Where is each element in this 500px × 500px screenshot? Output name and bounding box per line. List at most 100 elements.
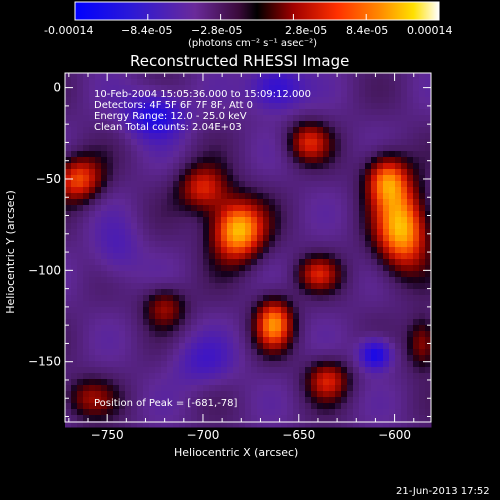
heatmap-cell: [263, 163, 270, 170]
heatmap-cell: [353, 325, 360, 332]
heatmap-cell: [305, 223, 312, 230]
heatmap-cell: [233, 151, 240, 158]
heatmap-cell: [341, 259, 348, 266]
heatmap-cell: [263, 139, 270, 146]
heatmap-cell: [137, 187, 144, 194]
heatmap-cell: [263, 235, 270, 242]
heatmap-cell: [131, 217, 138, 224]
heatmap-cell: [71, 157, 78, 164]
heatmap-cell: [185, 259, 192, 266]
heatmap-cell: [413, 145, 420, 152]
heatmap-cell: [353, 271, 360, 278]
heatmap-cell: [107, 319, 114, 326]
heatmap-cell: [371, 409, 378, 416]
heatmap-cell: [77, 223, 84, 230]
heatmap-cell: [395, 115, 402, 122]
heatmap-cell: [71, 373, 78, 380]
heatmap-cell: [389, 337, 396, 344]
heatmap-cell: [389, 265, 396, 272]
heatmap-cell: [335, 349, 342, 356]
heatmap-cell: [377, 391, 384, 398]
heatmap-cell: [101, 355, 108, 362]
heatmap-cell: [191, 373, 198, 380]
heatmap-cell: [149, 283, 156, 290]
heatmap-cell: [239, 415, 246, 422]
heatmap-cell: [209, 169, 216, 176]
heatmap-cell: [203, 205, 210, 212]
heatmap-cell: [251, 211, 258, 218]
heatmap-cell: [383, 325, 390, 332]
heatmap-cell: [371, 241, 378, 248]
heatmap-cell: [365, 79, 372, 86]
heatmap-cell: [89, 343, 96, 350]
heatmap-cell: [251, 133, 258, 140]
heatmap-cell: [377, 163, 384, 170]
heatmap-cell: [71, 211, 78, 218]
heatmap-cell: [161, 145, 168, 152]
heatmap-cell: [419, 367, 426, 374]
heatmap-cell: [389, 211, 396, 218]
heatmap-cell: [299, 211, 306, 218]
heatmap-cell: [335, 385, 342, 392]
heatmap-cell: [419, 145, 426, 152]
heatmap-cell: [137, 163, 144, 170]
heatmap-cell: [401, 193, 408, 200]
heatmap-cell: [137, 343, 144, 350]
heatmap-cell: [143, 253, 150, 260]
heatmap-cell: [407, 169, 414, 176]
heatmap-cell: [371, 211, 378, 218]
heatmap-cell: [263, 205, 270, 212]
heatmap-cell: [257, 193, 264, 200]
heatmap-cell: [269, 241, 276, 248]
heatmap-cell: [377, 349, 384, 356]
heatmap-cell: [353, 175, 360, 182]
heatmap-cell: [71, 91, 78, 98]
heatmap-cell: [323, 271, 330, 278]
heatmap-cell: [197, 247, 204, 254]
heatmap-cell: [401, 103, 408, 110]
heatmap-cell: [221, 331, 228, 338]
heatmap-cell: [233, 355, 240, 362]
heatmap-cell: [149, 193, 156, 200]
heatmap-cell: [269, 175, 276, 182]
heatmap-cell: [377, 181, 384, 188]
heatmap-cell: [347, 379, 354, 386]
heatmap-cell: [221, 313, 228, 320]
heatmap-cell: [83, 277, 90, 284]
heatmap-cell: [167, 385, 174, 392]
heatmap-cell: [269, 415, 276, 422]
heatmap-cell: [311, 343, 318, 350]
heatmap-cell: [407, 349, 414, 356]
heatmap-cell: [377, 361, 384, 368]
heatmap-cell: [263, 415, 270, 422]
heatmap-cell: [275, 277, 282, 284]
heatmap-cell: [353, 217, 360, 224]
heatmap-cell: [179, 295, 186, 302]
heatmap-cell: [65, 355, 72, 362]
heatmap-cell: [377, 157, 384, 164]
heatmap-cell: [305, 229, 312, 236]
heatmap-cell: [383, 289, 390, 296]
heatmap-cell: [359, 103, 366, 110]
heatmap-cell: [233, 217, 240, 224]
heatmap-cell: [353, 301, 360, 308]
heatmap-cell: [89, 277, 96, 284]
heatmap-cell: [263, 133, 270, 140]
heatmap-cell: [419, 121, 426, 128]
heatmap-cell: [203, 289, 210, 296]
heatmap-cell: [359, 343, 366, 350]
heatmap-cell: [389, 277, 396, 284]
heatmap-cell: [377, 277, 384, 284]
heatmap-cell: [221, 319, 228, 326]
heatmap-cell: [263, 103, 270, 110]
heatmap-cell: [293, 343, 300, 350]
heatmap-cell: [191, 277, 198, 284]
heatmap-cell: [155, 265, 162, 272]
heatmap-cell: [239, 319, 246, 326]
heatmap-cell: [377, 139, 384, 146]
heatmap-cell: [257, 373, 264, 380]
heatmap-cell: [347, 145, 354, 152]
heatmap-cell: [281, 211, 288, 218]
heatmap-cell: [413, 277, 420, 284]
heatmap-cell: [329, 73, 336, 80]
